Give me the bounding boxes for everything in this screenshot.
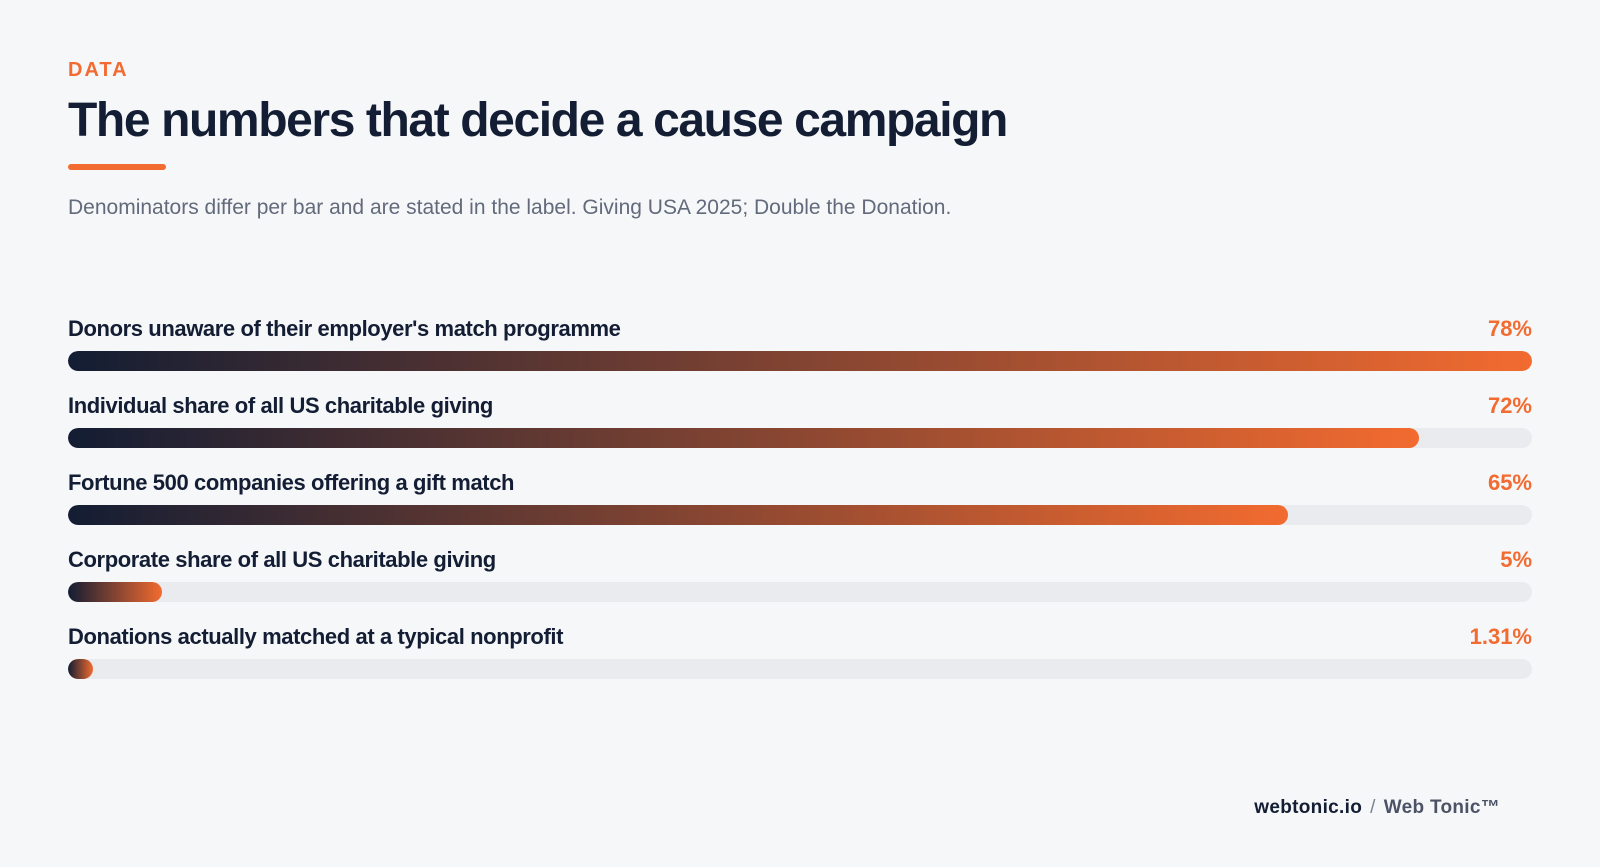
footer-separator: / <box>1370 797 1376 818</box>
bar-label: Donations actually matched at a typical … <box>68 624 564 649</box>
page-title: The numbers that decide a cause campaign <box>68 94 1008 147</box>
bar-value-label: 78% <box>1487 316 1532 341</box>
bar-row: Fortune 500 companies offering a gift ma… <box>68 468 1532 545</box>
footer-site: webtonic.io <box>1254 797 1363 818</box>
bar-row: Donations actually matched at a typical … <box>68 622 1532 699</box>
bar-value-label: 72% <box>1487 393 1532 418</box>
bar-value-label: 1.31% <box>1469 624 1532 649</box>
bar-label: Fortune 500 companies offering a gift ma… <box>68 470 515 495</box>
bar-track <box>68 351 1532 371</box>
footer-brand: Web Tonic™ <box>1383 797 1500 818</box>
bar-row: Donors unaware of their employer's match… <box>68 314 1532 391</box>
bar-fill <box>68 659 93 679</box>
bar-label: Corporate share of all US charitable giv… <box>68 547 496 572</box>
bar-label: Donors unaware of their employer's match… <box>68 316 621 341</box>
bar-fill <box>68 582 162 602</box>
bar-track <box>68 505 1532 525</box>
bar-fill <box>68 351 1532 371</box>
bar-value-label: 65% <box>1487 470 1532 495</box>
bar-row: Individual share of all US charitable gi… <box>68 391 1532 468</box>
eyebrow-label: DATA <box>68 59 129 81</box>
bar-track <box>68 428 1532 448</box>
bar-track <box>68 659 1532 679</box>
bar-row: Corporate share of all US charitable giv… <box>68 545 1532 622</box>
page-subtitle: Denominators differ per bar and are stat… <box>68 196 952 219</box>
bar-chart: Donors unaware of their employer's match… <box>68 314 1532 699</box>
bar-value-label: 5% <box>1500 547 1532 572</box>
bar-fill <box>68 428 1420 448</box>
infographic-page: DATA The numbers that decide a cause cam… <box>68 0 1532 867</box>
bar-label: Individual share of all US charitable gi… <box>68 393 493 418</box>
footer-credit: webtonic.io / Web Tonic™ <box>1254 796 1500 820</box>
title-underline <box>68 164 166 170</box>
bar-track <box>68 582 1532 602</box>
bar-fill <box>68 505 1288 525</box>
